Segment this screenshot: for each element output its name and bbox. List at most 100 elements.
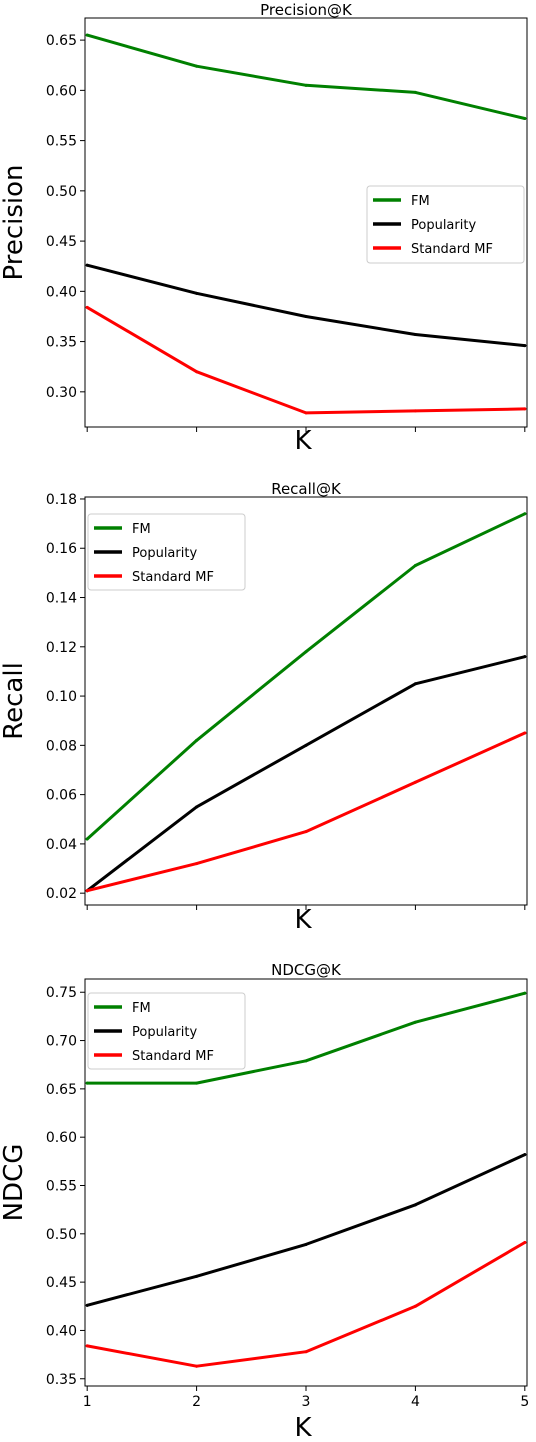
data-point [523,731,527,735]
data-point [413,682,417,686]
x-axis-label: K [294,426,312,456]
plot-frame [84,17,528,428]
data-point [195,291,199,295]
y-tick-label: 0.55 [46,134,77,150]
data-point [85,889,89,893]
data-point [413,780,417,784]
legend: FM Popularity Standard MF [366,185,525,264]
y-tick-label: 0.50 [46,184,77,200]
chart-title: NDCG@K [271,961,342,979]
plot-frame [84,496,528,906]
y-tick-label: 0.04 [46,837,77,853]
data-point [304,830,308,834]
series-line-standard-mf [85,1241,527,1368]
y-tick-label: 0.65 [46,33,77,49]
legend-entry: FM [411,194,430,209]
legend-box [87,513,246,591]
series-line-fm [85,33,527,120]
data-point [195,64,199,68]
data-point [304,1350,308,1354]
data-point [523,991,527,995]
data-point [413,90,417,94]
data-point [85,33,89,37]
legend-entry: Popularity [132,546,197,561]
data-point [195,1364,199,1368]
y-tick-label: 0.40 [46,284,77,300]
data-point [304,1242,308,1246]
chart-panel-2: Recall@K 0.02 0.04 0.06 0.08 0.10 0.12 0.14 0.16… [0,480,528,935]
data-point [85,263,89,267]
legend: FM Popularity Standard MF [87,992,246,1070]
y-tick-label: 0.45 [46,234,77,250]
y-axis-label: Recall [0,662,29,740]
legend-entry: Popularity [132,1025,197,1040]
legend-box [366,185,525,264]
y-tick-label: 0.45 [46,1275,77,1291]
plot-frame [84,978,528,1387]
x-tick-label: 4 [411,1394,420,1410]
data-point [85,1081,89,1085]
x-axis-label: K [294,905,312,935]
data-point [523,512,527,516]
legend-box [87,992,246,1070]
y-tick-label: 0.40 [46,1323,77,1339]
data-point [195,1274,199,1278]
data-point [85,1344,89,1348]
y-tick-label: 0.70 [46,1034,77,1050]
y-tick-label: 0.65 [46,1082,77,1098]
data-point [195,1081,199,1085]
y-tick-label: 0.18 [46,492,77,508]
y-tick-label: 0.35 [46,1372,77,1388]
series-line-popularity [85,263,527,348]
data-point [523,116,527,120]
series-line-popularity [85,1153,527,1307]
legend-entry: FM [132,522,151,537]
x-tick-label: 1 [83,1394,92,1410]
series-line-popularity [85,655,527,893]
data-point [523,1153,527,1157]
data-point [195,370,199,374]
legend-entry: Standard MF [132,1049,214,1064]
series-line-standard-mf [85,731,527,893]
data-point [304,1059,308,1063]
legend: FM Popularity Standard MF [87,513,246,591]
data-point [85,837,89,841]
y-tick-label: 0.14 [46,591,77,607]
y-tick-label: 0.08 [46,738,77,754]
data-point [85,1303,89,1307]
chart-title: Precision@K [260,1,353,19]
y-tick-label: 0.16 [46,541,77,557]
y-tick-label: 0.75 [46,985,77,1001]
data-point [304,83,308,87]
x-tick-label: 2 [192,1394,201,1410]
data-point [523,1241,527,1245]
chart-title: Recall@K [271,480,342,498]
legend-entry: Standard MF [411,242,493,257]
y-tick-label: 0.50 [46,1227,77,1243]
series-line-standard-mf [85,305,527,415]
x-tick-label: 5 [520,1394,529,1410]
data-point [413,1304,417,1308]
data-point [523,407,527,411]
legend-entry: Popularity [411,218,476,233]
data-point [304,314,308,318]
y-tick-label: 0.35 [46,335,77,351]
data-point [195,862,199,866]
data-point [304,650,308,654]
data-point [304,743,308,747]
data-point [85,305,89,309]
y-tick-label: 0.55 [46,1178,77,1194]
x-axis-label: K [294,1413,312,1442]
data-point [413,1203,417,1207]
y-tick-label: 0.60 [46,1130,77,1146]
y-tick-label: 0.10 [46,689,77,705]
legend-entry: FM [132,1001,151,1016]
data-point [523,344,527,348]
chart-panel-3: NDCG@K 0.35 0.40 0.45 0.50 0.55 0.60 0.65 0.70 0.… [0,961,529,1442]
data-point [523,655,527,659]
data-point [413,409,417,413]
chart-panel-1: Precision@K 0.30 0.35 0.40 0.45 0.50 0.55 0.60 0… [0,1,528,456]
data-point [304,411,308,415]
y-axis-label: Precision [0,164,29,280]
y-tick-label: 0.30 [46,385,77,401]
